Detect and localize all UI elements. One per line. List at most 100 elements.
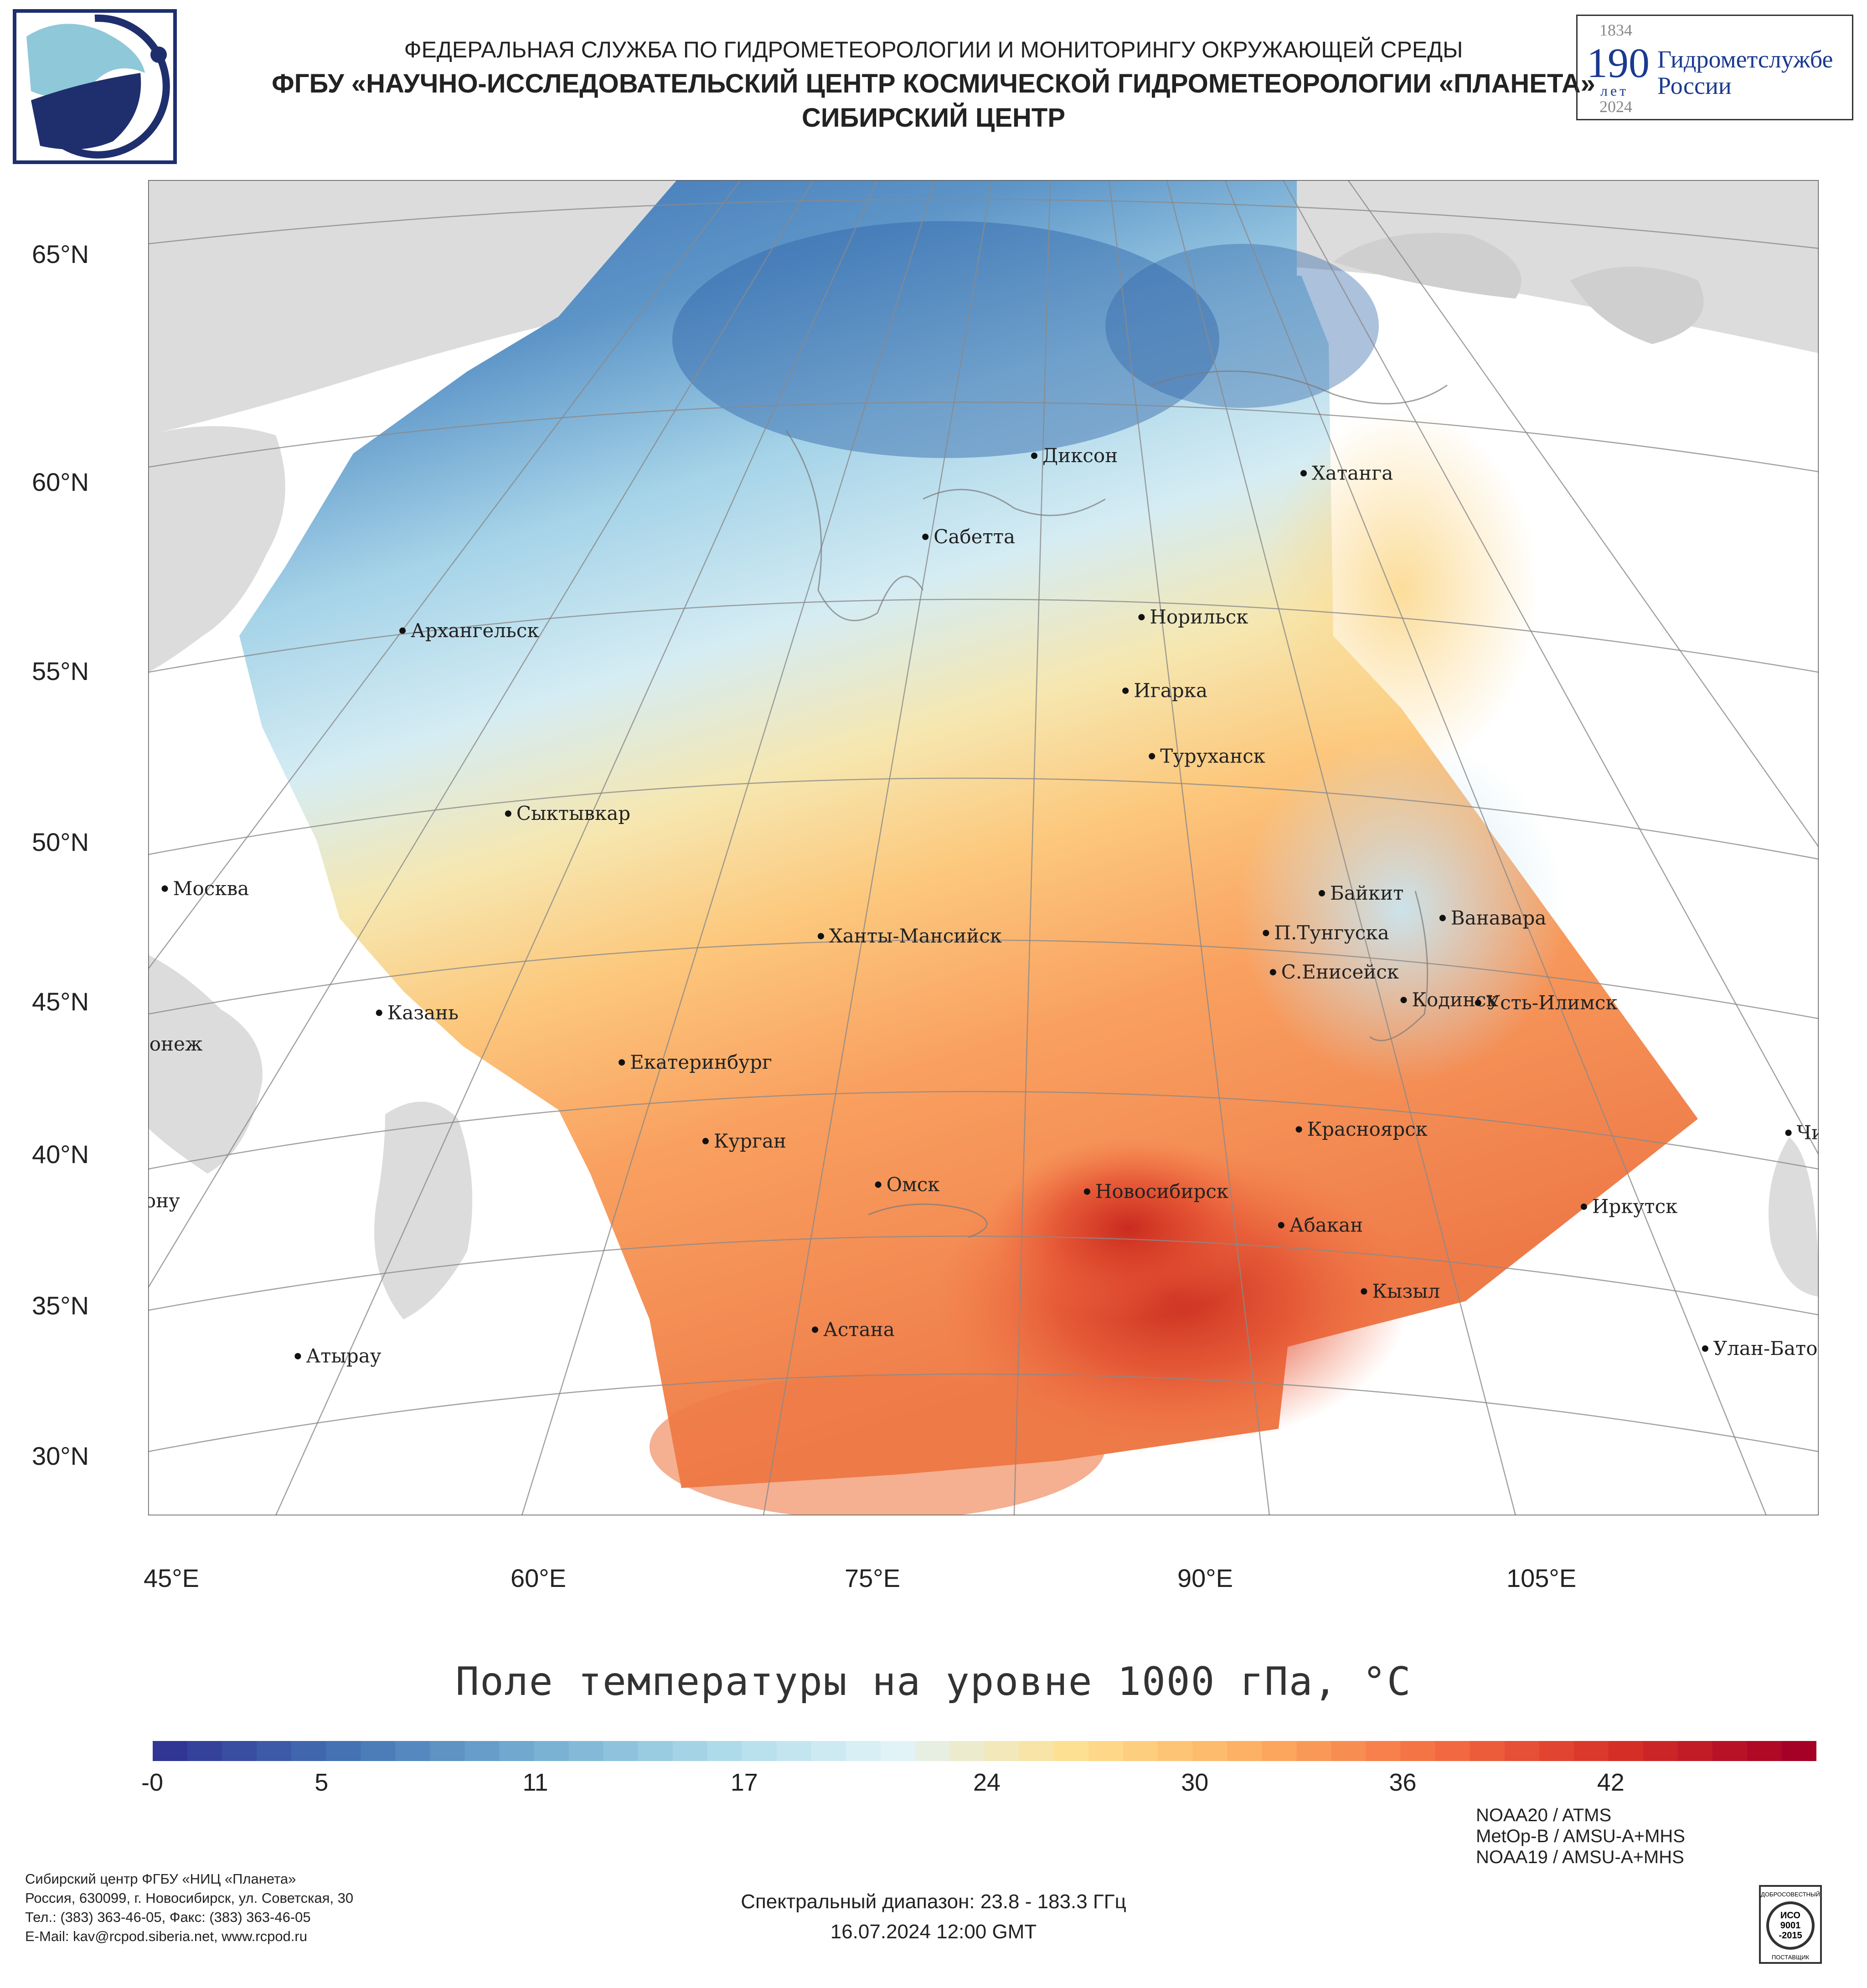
colorbar-cell <box>361 1741 396 1761</box>
city-dot <box>1138 614 1145 621</box>
city-dot <box>1361 1288 1367 1295</box>
map-title: Поле температуры на уровне 1000 гПа, °C <box>455 1659 1412 1705</box>
city-label: Хатанга <box>1312 462 1393 484</box>
colorbar-tick-label: -0 <box>141 1769 164 1796</box>
city-label: Астана <box>823 1318 895 1341</box>
city-dot <box>1295 1126 1302 1133</box>
colorbar-cell <box>1712 1741 1748 1761</box>
colorbar-cell <box>638 1741 673 1761</box>
colorbar-cell <box>1019 1741 1054 1761</box>
badge-suffix: лет <box>1600 82 1629 99</box>
colorbar-cell <box>776 1741 812 1761</box>
badge-year-start: 1834 <box>1599 21 1632 39</box>
city-label: Улан-Батор <box>1713 1337 1819 1360</box>
colorbar-cell <box>568 1741 604 1761</box>
city-label: Архангельск <box>411 619 539 642</box>
colorbar-cell <box>1054 1741 1089 1761</box>
lon-label-75: 75°E <box>845 1564 901 1592</box>
city-label: С.Енисейск <box>1281 961 1399 983</box>
city-label: Ханты-Мансийск <box>829 925 1002 947</box>
footer-contact-line: Сибирский центр ФГБУ «НИЦ «Планета» <box>25 1871 296 1887</box>
city-label: Ванавара <box>1451 906 1547 929</box>
colorbar-cell <box>1435 1741 1470 1761</box>
colorbar-cell <box>949 1741 985 1761</box>
city-label: Кызыл <box>1372 1280 1440 1303</box>
city-label: Байкит <box>1330 882 1403 904</box>
city-label: П.Тунгуска <box>1274 922 1389 944</box>
colorbar-cell <box>1747 1741 1782 1761</box>
lon-label-105: 105°E <box>1506 1564 1577 1592</box>
colorbar-cell <box>846 1741 881 1761</box>
colorbar-cell <box>430 1741 465 1761</box>
lon-label-45: 45°E <box>144 1564 200 1592</box>
city-dot <box>1300 470 1307 477</box>
city-dot <box>922 533 929 540</box>
colorbar-tick-label: 5 <box>315 1769 329 1796</box>
colorbar-tick-label: 17 <box>730 1769 758 1796</box>
colorbar-cell <box>1539 1741 1574 1761</box>
colorbar-cell <box>1643 1741 1678 1761</box>
satellite-line: MetOp-B / AMSU-A+MHS <box>1476 1826 1685 1846</box>
city-dot <box>376 1009 382 1016</box>
iso-mid-3: -2015 <box>1779 1931 1802 1941</box>
city-dot <box>1439 915 1446 922</box>
colorbar-cell <box>291 1741 326 1761</box>
colorbar-cell <box>1573 1741 1609 1761</box>
colorbar-cell <box>603 1741 639 1761</box>
satellite-line: NOAA20 / ATMS <box>1476 1805 1612 1825</box>
colorbar-cell <box>1158 1741 1193 1761</box>
observation-datetime: 16.07.2024 12:00 GMT <box>830 1921 1037 1943</box>
colorbar-tick-label: 24 <box>973 1769 1001 1796</box>
city-dot <box>702 1138 709 1144</box>
colorbar-cell <box>187 1741 222 1761</box>
city-label: Москва <box>173 877 249 900</box>
colorbar-cell <box>1296 1741 1332 1761</box>
city-dot <box>812 1326 819 1333</box>
colorbar-cell <box>257 1741 292 1761</box>
footer-satellites: NOAA20 / ATMS MetOp-B / AMSU-A+MHS NOAA1… <box>1476 1805 1685 1868</box>
city-dot <box>1269 969 1276 976</box>
lat-label-55: 55°N <box>32 657 89 685</box>
lon-label-90: 90°E <box>1177 1564 1233 1592</box>
city-label: Абакан <box>1289 1214 1363 1236</box>
colorbar-cell <box>395 1741 430 1761</box>
city-label: Воронеж <box>148 1033 203 1055</box>
header-line-1: ФЕДЕРАЛЬНАЯ СЛУЖБА ПО ГИДРОМЕТЕОРОЛОГИИ … <box>404 37 1463 62</box>
city-dot <box>1319 890 1325 896</box>
header-line-3: СИБИРСКИЙ ЦЕНТР <box>801 103 1066 133</box>
city-label: Казань <box>387 1001 459 1024</box>
colorbar-cell <box>1504 1741 1540 1761</box>
city-label: Екатеринбург <box>630 1051 772 1073</box>
colorbar-cell <box>534 1741 569 1761</box>
colorbar-cell <box>153 1741 188 1761</box>
city-label: Сыктывкар <box>516 802 630 824</box>
city-label: Красноярск <box>1307 1118 1428 1140</box>
footer-spectral-info: Спектральный диапазон: 23.8 - 183.3 ГГц … <box>0 1887 1867 1947</box>
city-label: Туруханск <box>1160 745 1265 767</box>
city-label: Ростов-на-Дону <box>148 1190 180 1212</box>
iso-mid-1: ИСО <box>1780 1911 1800 1921</box>
city-dot <box>1031 453 1037 459</box>
colorbar-cell <box>499 1741 535 1761</box>
iso-bottom: ПОСТАВЩИК <box>1772 1954 1810 1961</box>
city-label: Атырау <box>306 1345 381 1367</box>
colorbar-cell <box>1123 1741 1158 1761</box>
colorbar-cell <box>707 1741 743 1761</box>
spectral-range: Спектральный диапазон: 23.8 - 183.3 ГГц <box>741 1890 1126 1913</box>
temperature-map: Диксон Хатанга Сабетта Норильск Архангельск И… <box>148 180 1819 1515</box>
city-label: Норильск <box>1150 606 1248 628</box>
footer-contact-line: Россия, 630099, г. Новосибирск, ул. Сове… <box>25 1890 354 1906</box>
colorbar-tick-label: 36 <box>1389 1769 1417 1796</box>
iso-badge: ДОБРОСОВЕСТНЫЙ ИСО 9001 -2015 ПОСТАВЩИК <box>1759 1885 1822 1964</box>
colorbar-cell <box>1366 1741 1401 1761</box>
colorbar-cell <box>222 1741 257 1761</box>
header-line-2: ФГБУ «НАУЧНО-ИССЛЕДОВАТЕЛЬСКИЙ ЦЕНТР КОС… <box>272 69 1595 98</box>
city-dot <box>1785 1129 1792 1136</box>
city-label: Сабетта <box>934 525 1015 548</box>
colorbar-cell <box>1192 1741 1227 1761</box>
city-dot <box>817 933 824 940</box>
badge-name-line-2: России <box>1657 72 1732 99</box>
badge-name-line-1: Гидрометслужбе <box>1657 46 1833 73</box>
city-label: Иркутск <box>1592 1195 1677 1218</box>
colorbar-tick-label: 30 <box>1181 1769 1209 1796</box>
